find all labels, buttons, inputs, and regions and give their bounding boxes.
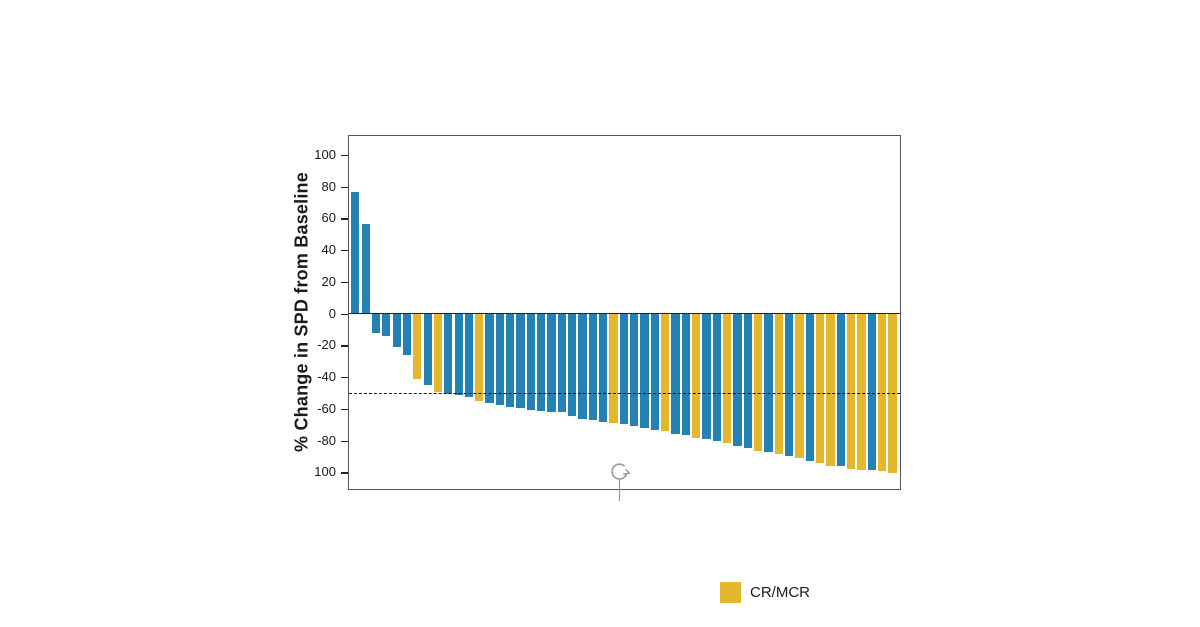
y-tick-label: 100 bbox=[314, 464, 336, 480]
waterfall-bar-45 bbox=[805, 314, 814, 461]
waterfall-bar-13 bbox=[475, 314, 484, 402]
waterfall-bar-9 bbox=[433, 314, 443, 392]
y-tick-label: -20 bbox=[317, 337, 336, 353]
waterfall-bar-47 bbox=[826, 314, 835, 466]
y-tick bbox=[341, 313, 348, 315]
waterfall-bar-2 bbox=[361, 223, 370, 314]
waterfall-bar-17 bbox=[516, 314, 525, 409]
waterfall-bar-22 bbox=[568, 314, 577, 416]
y-tick bbox=[341, 472, 348, 474]
waterfall-bar-46 bbox=[816, 314, 825, 464]
waterfall-bar-37 bbox=[723, 314, 732, 444]
waterfall-bar-3 bbox=[371, 314, 381, 334]
y-tick-label: 100 bbox=[314, 146, 336, 162]
y-tick-label: 0 bbox=[328, 305, 336, 321]
reference-line-minus50pct bbox=[349, 393, 900, 395]
legend-label: CR/MCR bbox=[750, 584, 810, 601]
waterfall-bar-24 bbox=[588, 314, 597, 421]
waterfall-bar-48 bbox=[836, 314, 845, 467]
waterfall-bar-1 bbox=[351, 191, 360, 314]
legend-swatch-cr-mcr bbox=[720, 582, 741, 603]
waterfall-bar-20 bbox=[547, 314, 556, 412]
y-tick-label: -80 bbox=[317, 432, 336, 448]
y-tick bbox=[341, 377, 348, 379]
waterfall-bar-43 bbox=[785, 314, 794, 457]
zero-baseline bbox=[349, 313, 900, 315]
waterfall-bar-31 bbox=[661, 314, 670, 432]
legend: CR/MCR bbox=[720, 582, 810, 603]
waterfall-bar-26 bbox=[609, 314, 618, 423]
waterfall-bar-12 bbox=[464, 314, 474, 397]
waterfall-bar-42 bbox=[774, 314, 783, 455]
y-tick bbox=[341, 440, 348, 442]
waterfall-bar-39 bbox=[743, 314, 752, 449]
waterfall-bar-4 bbox=[382, 314, 391, 337]
waterfall-bar-5 bbox=[392, 314, 401, 348]
y-tick bbox=[341, 218, 348, 220]
waterfall-bar-41 bbox=[764, 314, 773, 453]
waterfall-bar-49 bbox=[847, 314, 856, 469]
waterfall-bar-8 bbox=[423, 314, 432, 386]
waterfall-bar-36 bbox=[712, 314, 721, 441]
waterfall-bar-6 bbox=[402, 314, 412, 356]
waterfall-bar-33 bbox=[681, 314, 690, 436]
plot-area: CR/MCR bbox=[348, 135, 901, 603]
waterfall-bar-18 bbox=[526, 314, 535, 411]
waterfall-bar-28 bbox=[630, 314, 639, 426]
waterfall-bar-19 bbox=[537, 314, 546, 411]
waterfall-bar-16 bbox=[506, 314, 515, 407]
waterfall-bar-34 bbox=[692, 314, 701, 438]
waterfall-bar-14 bbox=[485, 314, 494, 403]
waterfall-bar-7 bbox=[413, 314, 422, 380]
waterfall-bar-30 bbox=[650, 314, 659, 430]
y-tick-label: -40 bbox=[317, 369, 336, 384]
y-tick-label: -60 bbox=[317, 400, 336, 416]
waterfall-bar-51 bbox=[867, 314, 876, 471]
y-tick bbox=[341, 408, 348, 411]
waterfall-bar-21 bbox=[557, 314, 566, 413]
waterfall-bar-38 bbox=[733, 314, 742, 446]
waterfall-bar-15 bbox=[495, 314, 504, 406]
y-tick bbox=[341, 154, 348, 157]
waterfall-bar-25 bbox=[599, 314, 608, 422]
y-tick-label: 60 bbox=[321, 210, 336, 226]
y-tick-label: 20 bbox=[321, 273, 336, 289]
waterfall-bars bbox=[349, 136, 900, 489]
rotate-cursor-icon bbox=[611, 463, 631, 501]
y-tick-label: 80 bbox=[321, 178, 336, 194]
waterfall-bar-44 bbox=[795, 314, 804, 459]
y-tick bbox=[341, 345, 348, 347]
waterfall-bar-10 bbox=[444, 314, 453, 395]
waterfall-bar-35 bbox=[702, 314, 711, 440]
y-tick bbox=[341, 250, 348, 252]
waterfall-bar-27 bbox=[619, 314, 628, 425]
waterfall-bar-40 bbox=[754, 314, 763, 451]
y-tick-label: 40 bbox=[321, 242, 336, 257]
waterfall-bar-11 bbox=[454, 314, 463, 395]
y-tick bbox=[341, 186, 348, 188]
waterfall-bar-52 bbox=[878, 314, 887, 472]
waterfall-bar-32 bbox=[671, 314, 680, 434]
y-tick bbox=[341, 281, 348, 284]
waterfall-bar-29 bbox=[640, 314, 649, 429]
waterfall-bar-23 bbox=[578, 314, 587, 419]
waterfall-bar-50 bbox=[857, 314, 866, 470]
